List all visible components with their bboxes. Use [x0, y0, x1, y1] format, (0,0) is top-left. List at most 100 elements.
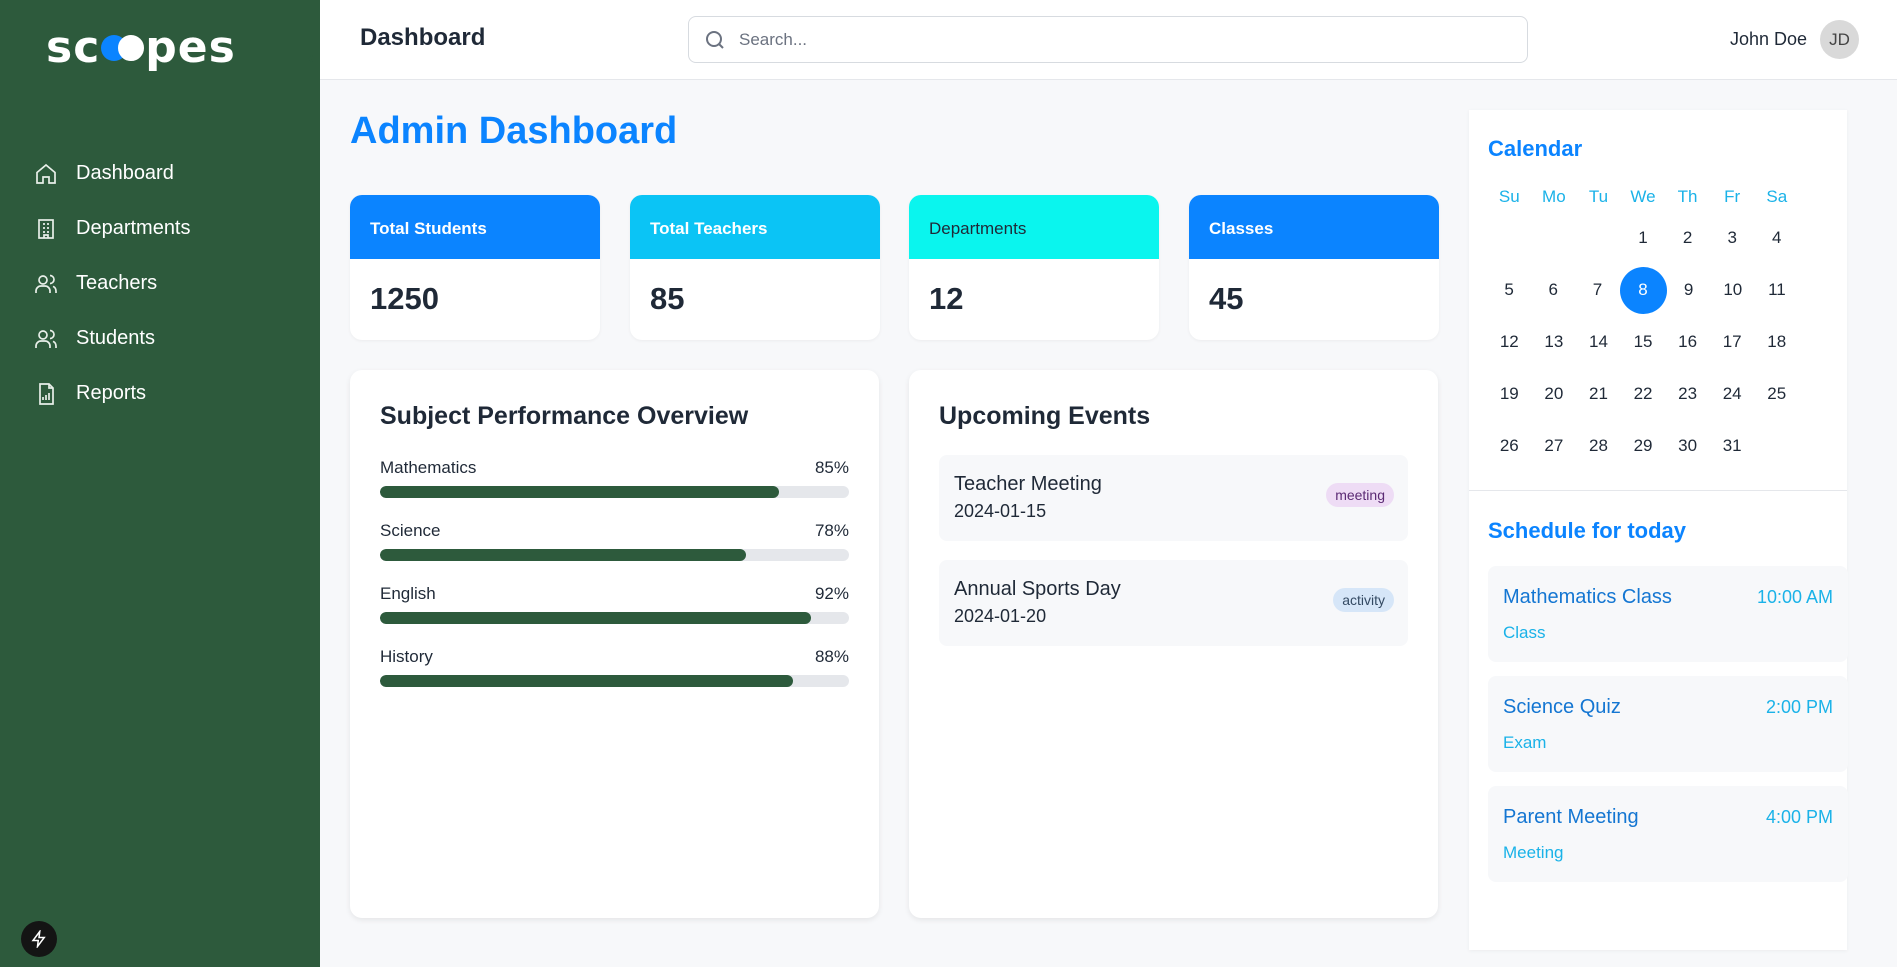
calendar-day[interactable]: 14 [1588, 332, 1608, 351]
panel-title: Upcoming Events [939, 402, 1151, 430]
stat-card-total-teachers: Total Teachers 85 [630, 195, 880, 340]
progress-fill [380, 675, 793, 687]
bolt-button[interactable] [21, 921, 57, 957]
progress-fill [380, 486, 779, 498]
performance-item: Mathematics 85% [380, 458, 849, 521]
schedule-time: 4:00 PM [1765, 807, 1833, 827]
calendar-day[interactable]: 3 [1727, 228, 1737, 247]
calendar-day[interactable]: 5 [1504, 280, 1514, 299]
stat-card-classes: Classes 45 [1189, 195, 1439, 340]
subject-name: Science [380, 521, 441, 540]
sidebar-item-label: Teachers [76, 272, 158, 294]
weekday-label: Sa [1766, 187, 1788, 206]
event-item[interactable]: Teacher Meeting 2024-01-15 meeting [939, 455, 1408, 541]
calendar-day [1487, 215, 1532, 261]
schedule-time: 2:00 PM [1765, 697, 1833, 717]
calendar-day[interactable]: 11 [1768, 280, 1786, 299]
search-bar[interactable] [688, 16, 1528, 63]
subject-performance-panel: Subject Performance Overview Mathematics… [350, 370, 879, 918]
schedule-title: Schedule for today [1488, 518, 1687, 543]
user-name[interactable]: John Doe [1730, 29, 1808, 49]
weekday-label: Fr [1724, 187, 1741, 206]
calendar-day[interactable]: 25 [1767, 384, 1787, 403]
calendar-day[interactable]: 21 [1588, 384, 1608, 403]
performance-item: History 88% [380, 647, 849, 710]
calendar-day[interactable]: 17 [1722, 332, 1742, 351]
calendar-day[interactable]: 24 [1722, 384, 1742, 403]
sidebar-item-teachers[interactable]: Teachers [34, 256, 191, 311]
right-panel: Calendar Su Mo Tu We Th Fr Sa 1 2 3 4 5 … [1469, 110, 1848, 950]
calendar-day[interactable]: 1 [1638, 228, 1648, 247]
users-icon [35, 274, 57, 293]
header-title: Dashboard [360, 24, 486, 51]
performance-list: Mathematics 85% Science 78% English 92% His… [380, 458, 849, 710]
weekday-label: Su [1498, 187, 1520, 206]
collapse-sidebar-button[interactable]: ‹ [308, 48, 314, 68]
calendar-day[interactable]: 16 [1678, 332, 1698, 351]
schedule-type: Class [1503, 623, 1546, 642]
event-date: 2024-01-20 [954, 606, 1047, 626]
stat-card-value: 45 [1209, 281, 1244, 316]
calendar-day[interactable]: 7 [1592, 280, 1603, 299]
event-item[interactable]: Annual Sports Day 2024-01-20 activity [939, 560, 1408, 646]
sidebar-item-label: Departments [76, 217, 191, 239]
calendar-day[interactable]: 12 [1499, 332, 1519, 351]
calendar-day[interactable]: 2 [1682, 228, 1693, 247]
calendar-day[interactable]: 10 [1723, 280, 1743, 299]
calendar-day[interactable]: 23 [1678, 384, 1698, 403]
weekday-label: Tu [1588, 187, 1609, 206]
schedule-item[interactable]: Parent Meeting 4:00 PM Meeting [1488, 786, 1848, 882]
calendar-day[interactable]: 22 [1633, 384, 1653, 403]
calendar-day[interactable]: 30 [1678, 436, 1698, 455]
calendar-title: Calendar [1488, 136, 1583, 161]
stat-card-departments: Departments 12 [909, 195, 1159, 340]
calendar-day[interactable]: 31 [1722, 436, 1742, 455]
weekday-label: We [1630, 187, 1656, 206]
calendar-day-selected[interactable]: 8 [1619, 266, 1667, 314]
weekday-label: Th [1677, 187, 1698, 206]
avatar[interactable]: JD [1820, 20, 1859, 59]
calendar-day [1576, 215, 1621, 261]
calendar-day[interactable]: 20 [1544, 384, 1564, 403]
sidebar-item-departments[interactable]: Departments [34, 201, 191, 256]
calendar-day[interactable]: 6 [1548, 280, 1558, 299]
progress-bar [380, 549, 849, 561]
sidebar-item-reports[interactable]: Reports [34, 366, 191, 421]
calendar-day[interactable]: 13 [1544, 332, 1564, 351]
subject-name: English [380, 584, 436, 603]
search-icon [706, 30, 724, 49]
schedule-item[interactable]: Science Quiz 2:00 PM Exam [1488, 676, 1848, 772]
calendar-week: 19 20 21 22 23 24 25 [1487, 368, 1799, 420]
progress-bar [380, 675, 849, 687]
calendar-weekday-row: Su Mo Tu We Th Fr Sa [1487, 182, 1799, 212]
sidebar-item-label: Dashboard [76, 162, 174, 184]
search-input[interactable] [739, 29, 1499, 50]
calendar-day[interactable]: 9 [1683, 280, 1694, 299]
calendar-day[interactable]: 18 [1767, 332, 1787, 351]
calendar-day[interactable]: 29 [1633, 436, 1653, 455]
schedule-time: 10:00 AM [1756, 587, 1833, 607]
home-icon [36, 163, 56, 184]
schedule-type: Meeting [1503, 843, 1564, 862]
sidebar-item-dashboard[interactable]: Dashboard [34, 146, 191, 201]
event-title: Annual Sports Day [954, 578, 1121, 600]
calendar-day[interactable]: 27 [1544, 436, 1564, 455]
subject-percent: 92% [814, 584, 849, 603]
stat-card-total-students: Total Students 1250 [350, 195, 600, 340]
schedule-list: Mathematics Class 10:00 AM Class Science… [1488, 566, 1848, 896]
stat-card-value: 85 [650, 281, 685, 316]
calendar-day[interactable]: 15 [1633, 332, 1653, 351]
progress-bar [380, 486, 849, 498]
calendar-day[interactable]: 26 [1499, 436, 1519, 455]
calendar-day[interactable]: 28 [1588, 436, 1608, 455]
calendar-day[interactable]: 4 [1772, 228, 1782, 247]
building-icon [38, 218, 54, 239]
stat-card-value: 12 [929, 281, 964, 316]
calendar-day[interactable]: 19 [1499, 384, 1519, 403]
schedule-item[interactable]: Mathematics Class 10:00 AM Class [1488, 566, 1848, 662]
page-title: Admin Dashboard [350, 110, 678, 152]
performance-item: English 92% [380, 584, 849, 647]
progress-fill [380, 612, 812, 624]
sidebar-item-students[interactable]: Students [34, 311, 191, 366]
scopes-logo[interactable]: sc pes [46, 22, 236, 73]
